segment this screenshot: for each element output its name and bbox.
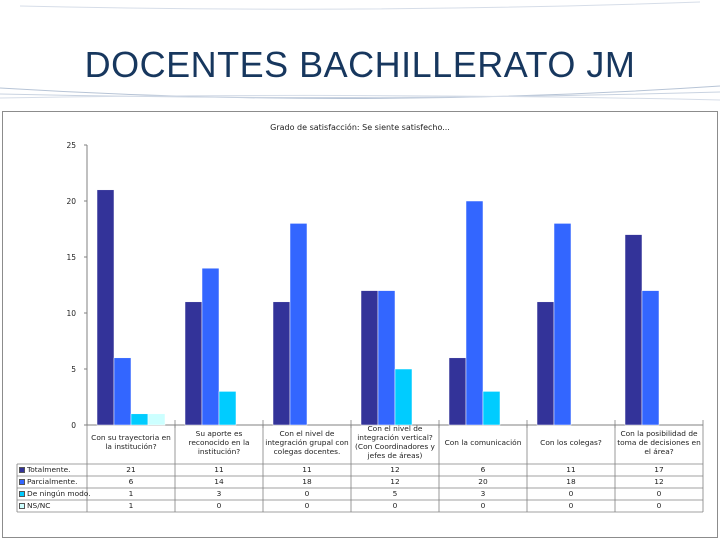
legend-label: NS/NC: [27, 501, 51, 510]
category-label: Con el nivel de integración grupal con c…: [265, 428, 349, 456]
table-cell: 18: [302, 477, 312, 486]
table-cell: 0: [304, 489, 310, 498]
y-tick-label: 10: [66, 309, 76, 318]
bar-3-2: [218, 391, 237, 426]
bar-1-3: [272, 301, 291, 426]
category-label: Con la posibilidad de toma de decisiones…: [617, 428, 701, 456]
legend-swatch: [19, 503, 25, 509]
legend-entry: Parcialmente.: [17, 476, 87, 488]
bar-2-7: [641, 290, 660, 426]
table-cell: 6: [480, 465, 486, 474]
table-cell: 21: [126, 465, 136, 474]
legend-swatch: [19, 467, 25, 473]
table-cell: 1: [128, 501, 134, 510]
table-cell: 0: [392, 501, 398, 510]
table-cell: 12: [390, 465, 400, 474]
y-tick-label: 0: [71, 421, 76, 430]
legend-label: Parcialmente.: [27, 477, 78, 486]
table-cell: 0: [568, 489, 574, 498]
legend-label: Totalmente.: [27, 465, 71, 474]
bar-2-5: [465, 200, 484, 426]
category-label: Su aporte es reconocido en la institució…: [188, 428, 250, 456]
category-label: Con los colegas?: [540, 437, 602, 447]
table-cell: 0: [656, 489, 662, 498]
legend-swatch: [19, 491, 25, 497]
bar-1-7: [624, 234, 643, 426]
category-label: Con su trayectoria en la institución?: [91, 433, 171, 451]
legend-entry: De ningún modo.: [17, 488, 91, 500]
bar-3-4: [394, 368, 413, 426]
table-cell: 6: [128, 477, 134, 486]
chart-frame: [2, 111, 718, 538]
bar-1-1: [96, 189, 115, 426]
table-cell: 20: [478, 477, 488, 486]
bar-2-4: [377, 290, 396, 426]
y-tick-label: 25: [66, 141, 76, 150]
y-tick-label: 20: [66, 197, 76, 206]
table-cell: 11: [302, 465, 312, 474]
table-cell: 0: [480, 501, 486, 510]
table-cell: 12: [390, 477, 400, 486]
table-cell: 1: [128, 489, 134, 498]
table-cell: 0: [656, 501, 662, 510]
bar-2-1: [113, 357, 132, 426]
bar-2-6: [553, 223, 572, 426]
table-cell: 5: [392, 489, 398, 498]
y-tick-label: 15: [66, 253, 76, 262]
legend-label: De ningún modo.: [27, 489, 91, 498]
legend-entry: Totalmente.: [17, 464, 87, 476]
slide-title: DOCENTES BACHILLERATO JM: [84, 44, 636, 85]
table-cell: 14: [214, 477, 224, 486]
table-cell: 18: [566, 477, 576, 486]
table-row: De ningún modo. 1 3 0 5 3 0 0: [17, 488, 719, 500]
bar-1-5: [448, 357, 467, 426]
table-cell: 3: [480, 489, 486, 498]
bar-2-3: [289, 223, 308, 426]
table-cell: 0: [216, 501, 222, 510]
table-cell: 11: [566, 465, 576, 474]
bar-1-4: [360, 290, 379, 426]
bar-1-2: [184, 301, 203, 426]
bar-1-6: [536, 301, 555, 426]
category-label: Con el nivel de integración vertical? (C…: [355, 424, 435, 460]
table-cell: 0: [304, 501, 310, 510]
table-cell: 11: [214, 465, 224, 474]
table-row: NS/NC 1 0 0 0 0 0 0: [17, 500, 719, 512]
title-decoration: [0, 1, 720, 101]
chart-title: Grado de satisfacción: Se siente satisfe…: [270, 122, 450, 132]
table-cell: 12: [654, 477, 664, 486]
bar-2-2: [201, 267, 220, 426]
table-row: Totalmente. 21 11 11 12 6 11 17: [17, 464, 719, 476]
table-cell: 0: [568, 501, 574, 510]
category-label: Con la comunicación: [444, 437, 522, 447]
y-tick-label: 5: [71, 365, 76, 374]
table-cell: 3: [216, 489, 222, 498]
bar-4-1: [147, 413, 166, 426]
table-row: Parcialmente. 6 14 18 12 20 18 12: [17, 476, 719, 488]
legend-swatch: [19, 479, 25, 485]
table-cell: 17: [654, 465, 664, 474]
bar-3-5: [482, 391, 501, 426]
legend-entry: NS/NC: [17, 500, 87, 512]
